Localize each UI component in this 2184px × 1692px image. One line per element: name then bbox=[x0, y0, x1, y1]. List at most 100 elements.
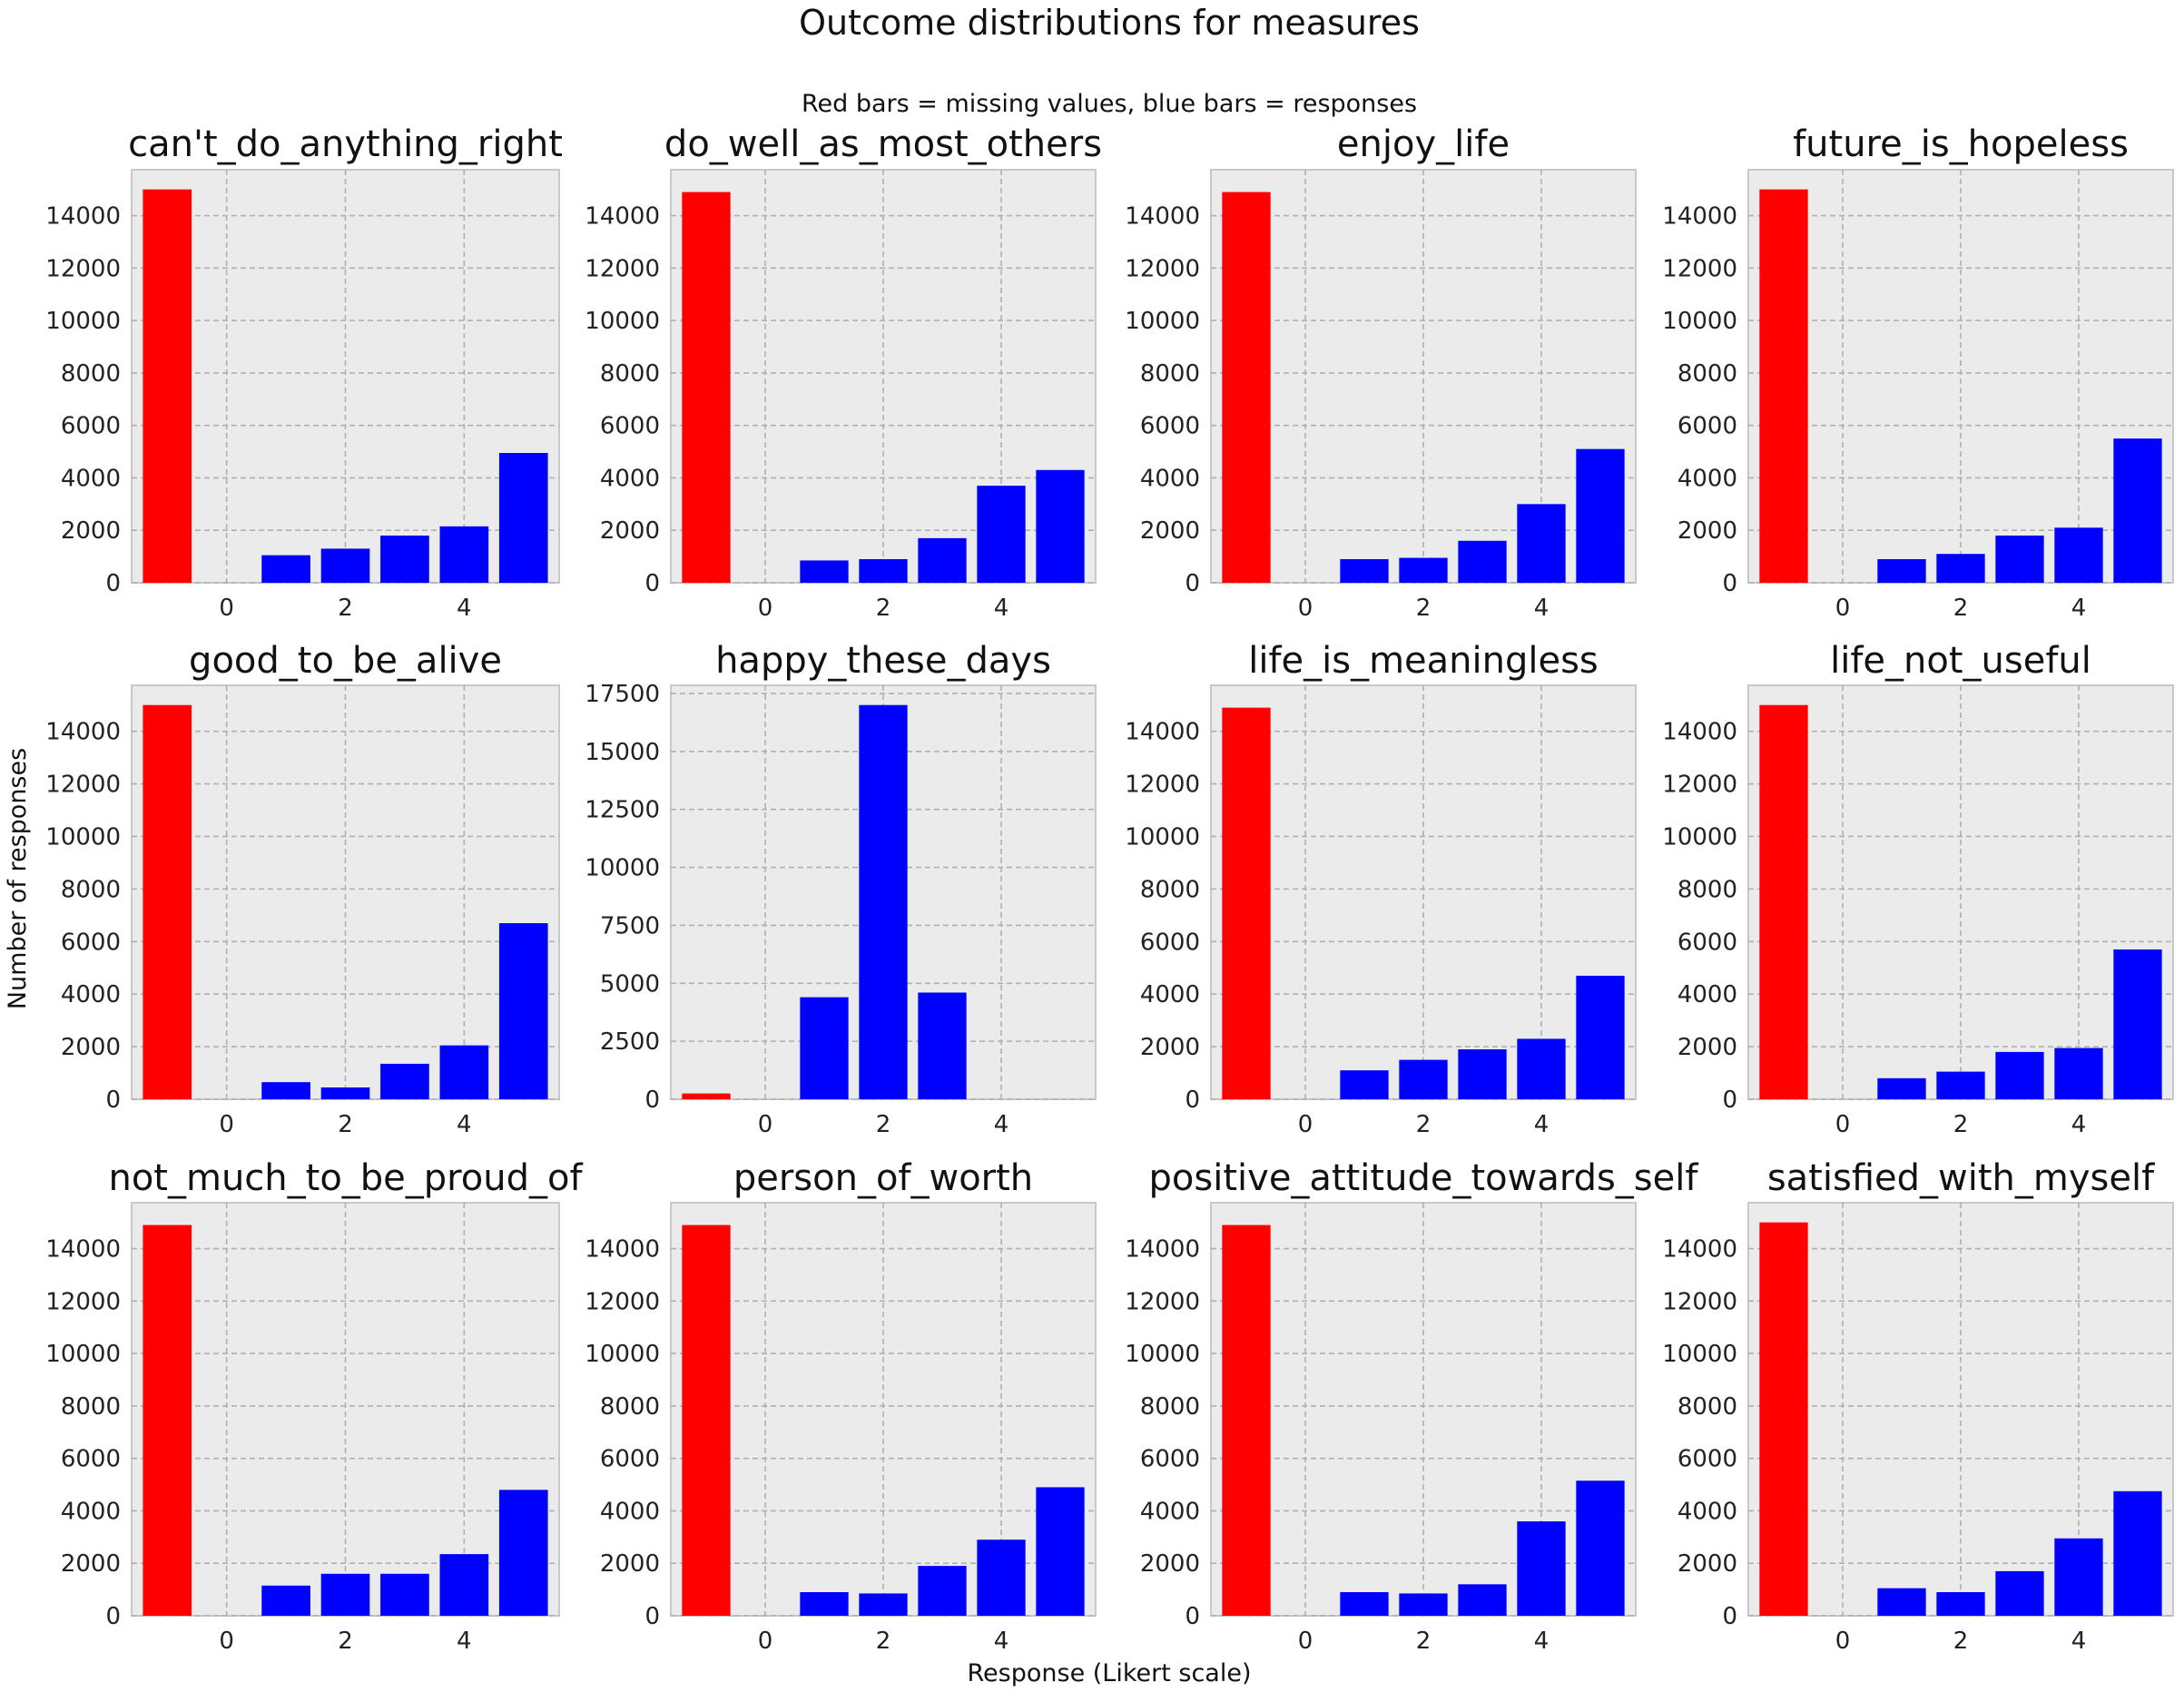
response-bar bbox=[261, 1082, 310, 1099]
panel-enjoy-life: 0 2 4 0 2000 4000 6000 8000 10000 12000 14000 enjoy… bbox=[1125, 123, 1637, 622]
response-bar bbox=[859, 1593, 908, 1616]
y-tick-label: 12000 bbox=[45, 255, 121, 282]
y-tick-label: 6000 bbox=[61, 413, 121, 440]
response-bar bbox=[380, 1573, 429, 1616]
y-tick-label: 0 bbox=[644, 1087, 660, 1114]
panel-life-is-meaningless: 0 2 4 0 2000 4000 6000 8000 10000 12000 14000 life_… bbox=[1125, 640, 1637, 1138]
response-bar bbox=[1517, 1521, 1566, 1616]
panel-title: life_is_meaningless bbox=[1248, 640, 1599, 682]
y-tick-label: 10000 bbox=[1125, 1341, 1200, 1368]
y-tick-label: 8000 bbox=[1677, 876, 1737, 903]
y-tick-label: 14000 bbox=[1662, 203, 1737, 231]
response-bar bbox=[1036, 1487, 1085, 1616]
y-tick-label: 2000 bbox=[61, 1034, 121, 1061]
x-tick-label: 4 bbox=[457, 595, 472, 622]
y-tick-label: 10000 bbox=[1662, 823, 1737, 851]
x-tick-label: 2 bbox=[876, 595, 891, 622]
y-tick-label: 0 bbox=[1185, 570, 1200, 597]
x-tick-label: 4 bbox=[994, 595, 1009, 622]
response-bar bbox=[800, 560, 849, 583]
y-tick-label: 8000 bbox=[61, 1393, 121, 1421]
y-tick-label: 4000 bbox=[1677, 981, 1737, 1008]
plot-area bbox=[131, 684, 560, 1100]
response-bar bbox=[800, 1592, 849, 1616]
panel-title: enjoy_life bbox=[1337, 123, 1510, 165]
x-tick-label: 0 bbox=[758, 595, 773, 622]
x-tick-label: 0 bbox=[219, 595, 234, 622]
y-tick-label: 2000 bbox=[61, 1550, 121, 1578]
x-tick-label: 4 bbox=[2071, 1628, 2087, 1655]
x-tick-label: 2 bbox=[338, 1628, 353, 1655]
y-tick-label: 4000 bbox=[1677, 1498, 1737, 1525]
y-tick-label: 14000 bbox=[585, 1236, 660, 1264]
x-tick-label: 2 bbox=[1953, 1628, 1969, 1655]
y-tick-label: 5000 bbox=[600, 970, 660, 998]
y-tick-label: 4000 bbox=[61, 1498, 121, 1525]
response-bar bbox=[918, 992, 967, 1099]
response-bar bbox=[1458, 1048, 1507, 1099]
x-tick-label: 2 bbox=[1953, 595, 1969, 622]
y-tick-label: 12500 bbox=[585, 797, 660, 824]
y-tick-label: 12000 bbox=[1125, 255, 1200, 282]
response-bar bbox=[2113, 438, 2162, 583]
x-tick-label: 0 bbox=[758, 1628, 773, 1655]
plot-area bbox=[670, 1202, 1097, 1617]
y-tick-label: 0 bbox=[105, 570, 121, 597]
y-tick-label: 15000 bbox=[585, 739, 660, 766]
response-bar bbox=[1877, 1077, 1926, 1099]
response-bar bbox=[800, 997, 849, 1099]
x-tick-label: 2 bbox=[338, 1111, 353, 1138]
response-bar bbox=[439, 1554, 489, 1616]
response-bar bbox=[2113, 1490, 2162, 1616]
panel-title: person_of_worth bbox=[733, 1157, 1033, 1199]
y-tick-label: 10000 bbox=[1662, 1341, 1737, 1368]
panels: 0 2 402000400060008000100001200014000can't… bbox=[45, 123, 2174, 1655]
response-bar bbox=[977, 1540, 1026, 1616]
y-tick-label: 12000 bbox=[1125, 772, 1200, 799]
x-tick-label: 4 bbox=[2071, 595, 2087, 622]
x-tick-label: 2 bbox=[338, 595, 353, 622]
missing-bar bbox=[1222, 192, 1271, 584]
x-tick-label: 0 bbox=[1298, 1111, 1313, 1138]
y-tick-label: 8000 bbox=[600, 1393, 660, 1421]
y-tick-label: 14000 bbox=[1125, 1236, 1200, 1264]
x-tick-label: 0 bbox=[219, 1628, 234, 1655]
panel-future-is-hopeless: 0 2 4 0 2000 4000 6000 8000 10000 12000 14000 futur… bbox=[1662, 123, 2174, 622]
response-bar bbox=[1936, 554, 1985, 583]
y-tick-label: 10000 bbox=[45, 1341, 121, 1368]
x-tick-label: 2 bbox=[876, 1111, 891, 1138]
x-tick-label: 4 bbox=[994, 1111, 1009, 1138]
response-bar bbox=[1936, 1071, 1985, 1099]
panel-title: positive_attitude_towards_self bbox=[1149, 1157, 1699, 1199]
y-tick-label: 8000 bbox=[1677, 1393, 1737, 1421]
y-tick-label: 2000 bbox=[1677, 1550, 1737, 1578]
y-tick-label: 4000 bbox=[61, 465, 121, 492]
figure-subtitle: Red bars = missing values, blue bars = r… bbox=[802, 90, 1417, 118]
plot-area bbox=[1747, 684, 2174, 1100]
panel-title: life_not_useful bbox=[1830, 640, 2091, 682]
x-tick-label: 0 bbox=[1298, 1628, 1313, 1655]
y-tick-label: 14000 bbox=[1662, 719, 1737, 746]
y-tick-label: 12000 bbox=[585, 1288, 660, 1315]
y-tick-label: 6000 bbox=[1140, 929, 1200, 956]
missing-bar bbox=[1759, 704, 1808, 1099]
response-bar bbox=[859, 559, 908, 583]
y-tick-label: 7500 bbox=[600, 912, 660, 939]
y-tick-label: 12000 bbox=[1662, 772, 1737, 799]
x-tick-label: 0 bbox=[1835, 1111, 1851, 1138]
x-tick-label: 2 bbox=[1416, 595, 1431, 622]
figure-x-axis-label: Response (Likert scale) bbox=[968, 1659, 1252, 1687]
x-tick-label: 2 bbox=[1416, 1111, 1431, 1138]
figure-title: Outcome distributions for measures bbox=[799, 3, 1420, 43]
y-tick-label: 14000 bbox=[1125, 203, 1200, 231]
figure-y-axis-label: Number of responses bbox=[4, 748, 32, 1009]
response-bar bbox=[380, 1063, 429, 1099]
y-tick-label: 0 bbox=[1722, 1603, 1737, 1630]
y-tick-label: 8000 bbox=[61, 876, 121, 903]
y-tick-label: 12000 bbox=[1662, 255, 1737, 282]
y-tick-label: 12000 bbox=[1662, 1288, 1737, 1315]
y-tick-label: 8000 bbox=[1140, 1393, 1200, 1421]
x-tick-label: 0 bbox=[219, 1111, 234, 1138]
x-tick-label: 0 bbox=[1835, 1628, 1851, 1655]
